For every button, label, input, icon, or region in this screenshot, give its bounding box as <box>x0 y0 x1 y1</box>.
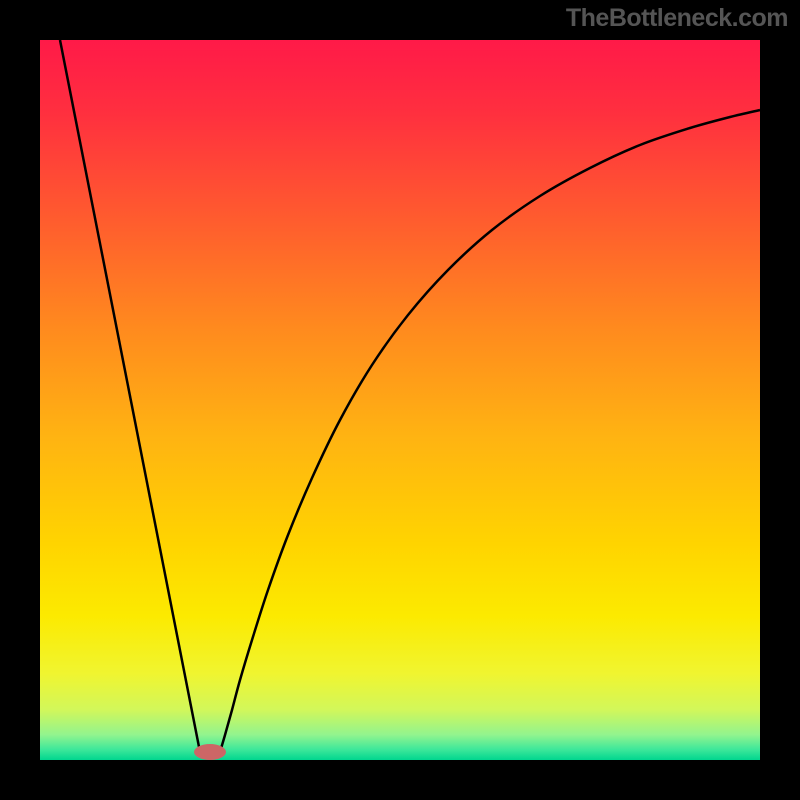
chart-svg <box>0 0 800 800</box>
watermark-text: TheBottleneck.com <box>566 4 788 33</box>
minimum-marker <box>194 744 226 760</box>
plot-area-gradient <box>40 40 760 760</box>
chart-container: TheBottleneck.com <box>0 0 800 800</box>
